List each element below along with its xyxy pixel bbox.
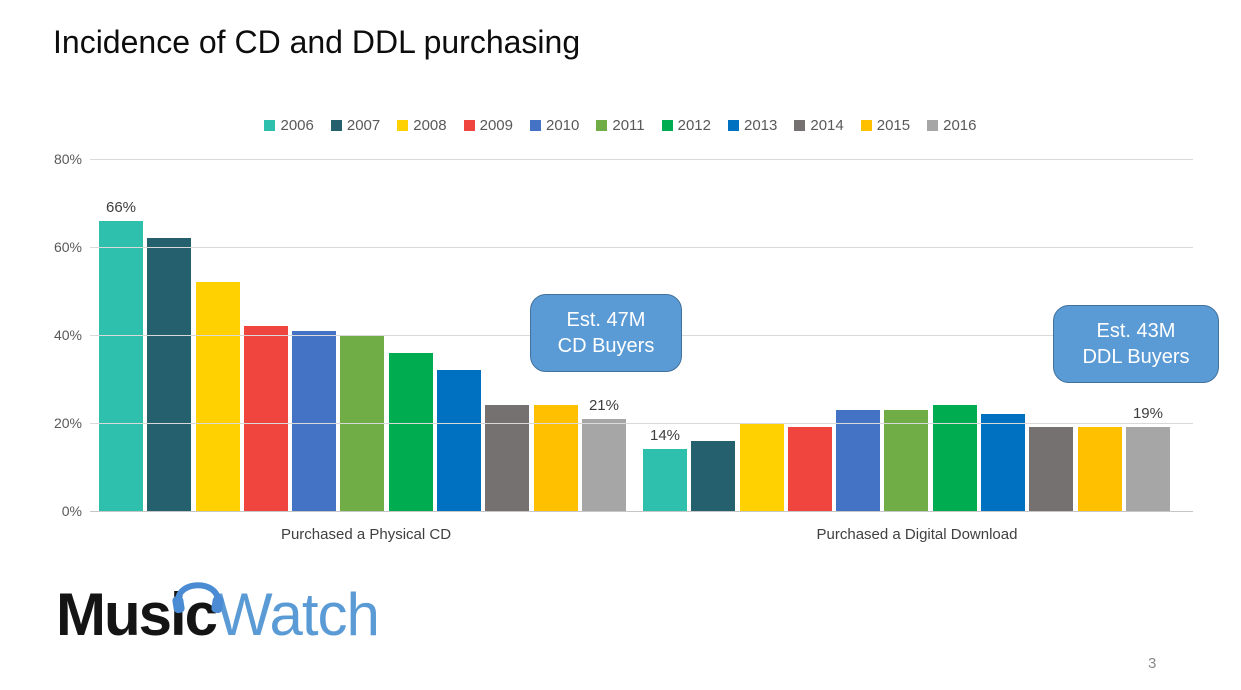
legend-label: 2014	[810, 117, 844, 134]
legend-item-2014: 2014	[794, 117, 844, 134]
bar-2009-digital-download	[787, 427, 832, 511]
category-label-digital-download: Purchased a Digital Download	[816, 526, 1018, 543]
bar-2007-physical-cd	[147, 238, 192, 511]
bar-2016-physical-cd: 21%	[581, 397, 626, 511]
bar-value-label: 21%	[588, 396, 619, 414]
y-axis-tick-80: 80%	[53, 151, 82, 167]
bar-2016-digital-download: 19%	[1125, 405, 1170, 511]
legend-swatch-icon	[728, 120, 739, 131]
legend-swatch-icon	[397, 120, 409, 131]
legend-item-2006: 2006	[264, 117, 314, 134]
gridline-80	[90, 159, 1193, 160]
legend-item-2007: 2007	[330, 117, 381, 134]
category-label-physical-cd: Purchased a Physical CD	[280, 526, 452, 543]
legend-swatch-icon	[860, 120, 872, 131]
legend-item-2012: 2012	[661, 117, 711, 134]
page-title: Incidence of CD and DDL purchasing	[53, 24, 581, 60]
bar-2007-digital-download	[691, 440, 736, 511]
bar-2014-physical-cd	[485, 405, 530, 511]
callout-cd-buyers: Est. 47M CD Buyers	[530, 294, 682, 372]
legend-swatch-icon	[463, 120, 475, 131]
bar-2006-physical-cd: 66%	[99, 199, 143, 511]
logo-text-music: Music	[56, 581, 218, 648]
bar-group-physical-cd: 66% 21%	[99, 199, 626, 511]
legend-label: 2009	[479, 117, 513, 134]
bar-value-label: 66%	[105, 198, 137, 216]
gridline-20	[90, 423, 1193, 424]
legend-label: 2015	[876, 117, 911, 134]
gridline-60	[90, 247, 1193, 248]
bar-2009-physical-cd	[243, 326, 288, 511]
callout-ddl-buyers-line2: DDL Buyers	[1082, 346, 1190, 368]
legend-item-2013: 2013	[728, 117, 777, 134]
legend-label: 2007	[346, 117, 381, 134]
bar-2012-digital-download	[932, 405, 977, 511]
y-axis-tick-60: 60%	[53, 239, 82, 255]
bar-2010-digital-download	[836, 409, 881, 511]
bar-2015-physical-cd	[533, 405, 578, 511]
bar-2008-physical-cd	[195, 282, 240, 511]
bar-2011-digital-download	[884, 409, 929, 511]
legend-label: 2010	[545, 117, 580, 134]
musicwatch-logo: MusicWatch	[56, 582, 380, 655]
legend-label: 2011	[612, 117, 645, 134]
legend-label: 2016	[943, 117, 977, 134]
logo-text-watch: Watch	[216, 581, 380, 648]
bar-value-label: 14%	[649, 427, 681, 445]
legend-item-2008: 2008	[397, 117, 447, 134]
callout-cd-buyers-line2: CD Buyers	[557, 335, 655, 357]
x-axis-line	[90, 511, 1193, 512]
legend-label: 2013	[744, 117, 778, 134]
legend-item-2010: 2010	[529, 117, 580, 134]
bar-value-label: 19%	[1132, 405, 1163, 423]
headphones-icon	[172, 575, 224, 619]
page-number: 3	[1148, 655, 1157, 672]
chart-legend: 2006 2007 2008 2009 2010 2011 2012 2013 2014 2015…	[0, 117, 1241, 134]
bar-2013-physical-cd	[437, 370, 482, 511]
bar-2015-digital-download	[1077, 427, 1122, 511]
legend-swatch-icon	[330, 120, 342, 131]
legend-label: 2008	[413, 117, 447, 134]
legend-item-2009: 2009	[463, 117, 513, 134]
callout-ddl-buyers: Est. 43M DDL Buyers	[1053, 305, 1219, 383]
legend-swatch-icon	[661, 120, 673, 131]
bar-group-digital-download: 14% 19%	[643, 405, 1170, 511]
legend-label: 2006	[280, 117, 314, 134]
bar-2008-digital-download	[739, 423, 784, 511]
legend-item-2015: 2015	[860, 117, 911, 134]
y-axis-tick-40: 40%	[53, 327, 82, 343]
legend-swatch-icon	[794, 120, 806, 131]
legend-label: 2012	[677, 117, 711, 134]
bar-2014-digital-download	[1029, 427, 1074, 511]
bar-2013-digital-download	[981, 414, 1026, 511]
callout-cd-buyers-line1: Est. 47M	[566, 309, 646, 331]
legend-swatch-icon	[596, 120, 608, 131]
legend-swatch-icon	[529, 120, 541, 131]
legend-item-2011: 2011	[596, 117, 645, 134]
bar-2006-digital-download: 14%	[643, 427, 687, 511]
bar-chart-plot-area: 66% 21% 14% 19% 80% 60% 40% 20% 0%	[54, 151, 1193, 519]
y-axis-tick-0: 0%	[61, 503, 82, 519]
legend-item-2016: 2016	[927, 117, 977, 134]
legend-swatch-icon	[264, 120, 276, 131]
y-axis-tick-20: 20%	[53, 415, 82, 431]
bar-2010-physical-cd	[292, 330, 337, 511]
bar-2012-physical-cd	[388, 352, 433, 511]
legend-swatch-icon	[927, 120, 939, 131]
callout-ddl-buyers-line1: Est. 43M	[1096, 320, 1176, 342]
